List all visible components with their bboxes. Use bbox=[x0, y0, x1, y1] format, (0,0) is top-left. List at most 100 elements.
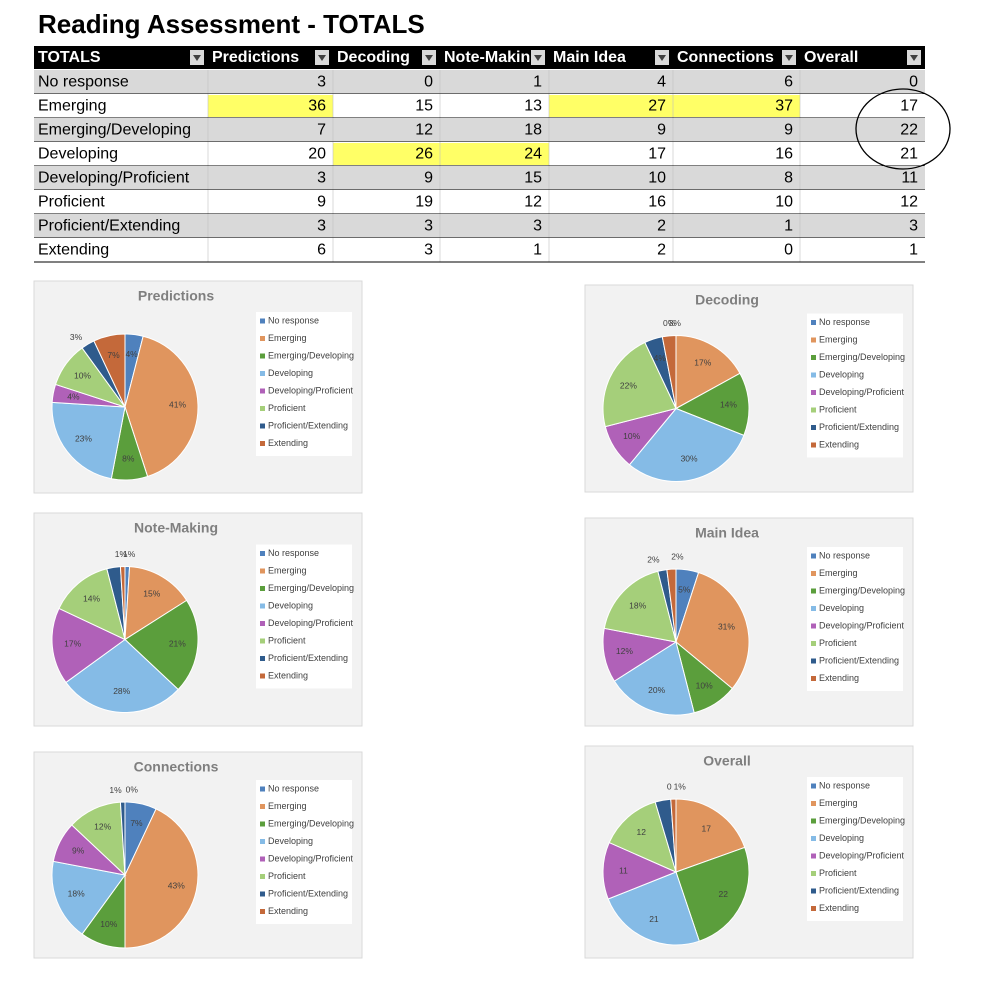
legend-swatch bbox=[260, 821, 265, 827]
cell-value: 37 bbox=[775, 98, 793, 115]
row-label: No response bbox=[38, 74, 129, 91]
cell-value: 17 bbox=[648, 146, 666, 163]
legend-swatch bbox=[260, 874, 265, 879]
slice-label: 14% bbox=[83, 593, 100, 603]
cell-value: 3 bbox=[424, 218, 433, 235]
legend-label: Emerging/Developing bbox=[268, 583, 354, 593]
legend-label: Developing/Proficient bbox=[819, 620, 905, 630]
cell-value: 26 bbox=[415, 146, 433, 163]
legend-swatch bbox=[260, 353, 265, 359]
legend-label: No response bbox=[819, 317, 870, 327]
slice-label: 2% bbox=[647, 554, 660, 564]
legend-swatch bbox=[260, 638, 265, 644]
pie-slice bbox=[670, 798, 677, 873]
cell-value: 9 bbox=[784, 122, 793, 139]
slice-label: 41% bbox=[169, 400, 186, 410]
legend-label: Proficient bbox=[268, 403, 306, 413]
legend-box bbox=[256, 544, 352, 689]
legend-label: Proficient/Extending bbox=[819, 422, 899, 432]
pie-slice bbox=[124, 566, 188, 641]
legend-label: Developing bbox=[819, 369, 864, 379]
legend-swatch bbox=[260, 656, 265, 661]
legend-swatch bbox=[811, 571, 816, 576]
legend-label: Developing/Proficient bbox=[819, 850, 905, 860]
legend-swatch bbox=[811, 320, 816, 325]
row-label: Emerging/Developing bbox=[38, 122, 191, 139]
slice-label: 2% bbox=[671, 551, 684, 561]
legend-box bbox=[256, 780, 352, 924]
legend-swatch bbox=[811, 553, 816, 559]
slice-label: 10% bbox=[696, 681, 713, 691]
cell-value: 1 bbox=[784, 218, 793, 235]
legend-swatch bbox=[811, 623, 816, 629]
slice-label: 30% bbox=[681, 454, 698, 464]
cell-value: 4 bbox=[657, 74, 666, 91]
cell-value: 17 bbox=[900, 98, 918, 115]
legend-swatch bbox=[811, 442, 816, 448]
cell-value: 9 bbox=[317, 194, 326, 211]
slice-label: 18% bbox=[629, 600, 646, 610]
slice-label: 4% bbox=[654, 353, 667, 363]
legend-label: Emerging bbox=[819, 798, 858, 808]
slice-label: 1% bbox=[109, 785, 122, 795]
legend-swatch bbox=[811, 801, 816, 806]
cell-value: 1 bbox=[533, 242, 542, 259]
slice-label: 17 bbox=[702, 823, 712, 833]
legend-label: Developing bbox=[268, 600, 313, 610]
slice-label: 12% bbox=[94, 822, 111, 832]
legend-label: Developing bbox=[268, 836, 313, 846]
slice-label: 20% bbox=[648, 685, 665, 695]
filter-arrow bbox=[318, 55, 326, 61]
pie-slice bbox=[58, 568, 126, 641]
legend-label: Developing/Proficient bbox=[268, 618, 354, 628]
pie-slice bbox=[675, 846, 750, 942]
slice-label: 9% bbox=[72, 845, 85, 855]
pie-slice bbox=[675, 798, 746, 873]
column-header: Predictions bbox=[212, 49, 299, 66]
highlight bbox=[208, 95, 333, 117]
legend-label: Extending bbox=[819, 439, 859, 449]
table-row bbox=[34, 166, 925, 190]
chart-title: Connections bbox=[134, 759, 219, 775]
cell-value: 18 bbox=[524, 122, 542, 139]
column-header: TOTALS bbox=[38, 49, 101, 66]
slice-label: 10% bbox=[74, 370, 91, 380]
legend-swatch bbox=[811, 818, 816, 824]
legend-swatch bbox=[260, 621, 265, 626]
pie-slice bbox=[124, 599, 199, 691]
cell-value: 3 bbox=[317, 170, 326, 187]
cell-value: 9 bbox=[424, 170, 433, 187]
legend-label: Proficient bbox=[819, 638, 857, 648]
slice-label: 12 bbox=[637, 827, 647, 837]
legend-swatch bbox=[260, 909, 265, 914]
legend-swatch bbox=[260, 673, 265, 679]
legend-swatch bbox=[260, 603, 265, 609]
filter-arrow bbox=[193, 55, 201, 61]
slice-label: 3% bbox=[669, 318, 682, 328]
column-header: Main Idea bbox=[553, 49, 626, 66]
legend-swatch bbox=[260, 441, 265, 446]
legend-swatch bbox=[811, 425, 816, 430]
legend-swatch bbox=[260, 856, 265, 862]
cell-value: 7 bbox=[317, 122, 326, 139]
legend-label: Developing/Proficient bbox=[268, 385, 354, 395]
cell-value: 10 bbox=[648, 170, 666, 187]
pie-slice bbox=[124, 808, 199, 949]
legend-swatch bbox=[260, 371, 265, 376]
legend-label: Extending bbox=[819, 903, 859, 913]
legend-swatch bbox=[260, 388, 265, 394]
legend-label: Proficient bbox=[268, 871, 306, 881]
table-row bbox=[34, 70, 925, 94]
cell-value: 3 bbox=[424, 242, 433, 259]
legend-label: Extending bbox=[268, 438, 308, 448]
pie-slice bbox=[608, 801, 677, 873]
legend-swatch bbox=[811, 372, 816, 378]
legend-swatch bbox=[260, 551, 265, 556]
cell-value: 15 bbox=[415, 98, 433, 115]
cell-value: 12 bbox=[524, 194, 542, 211]
legend-swatch bbox=[811, 888, 816, 894]
cell-value: 11 bbox=[901, 170, 918, 187]
legend-label: Emerging/Developing bbox=[819, 815, 905, 825]
legend-label: Emerging/Developing bbox=[268, 350, 354, 360]
